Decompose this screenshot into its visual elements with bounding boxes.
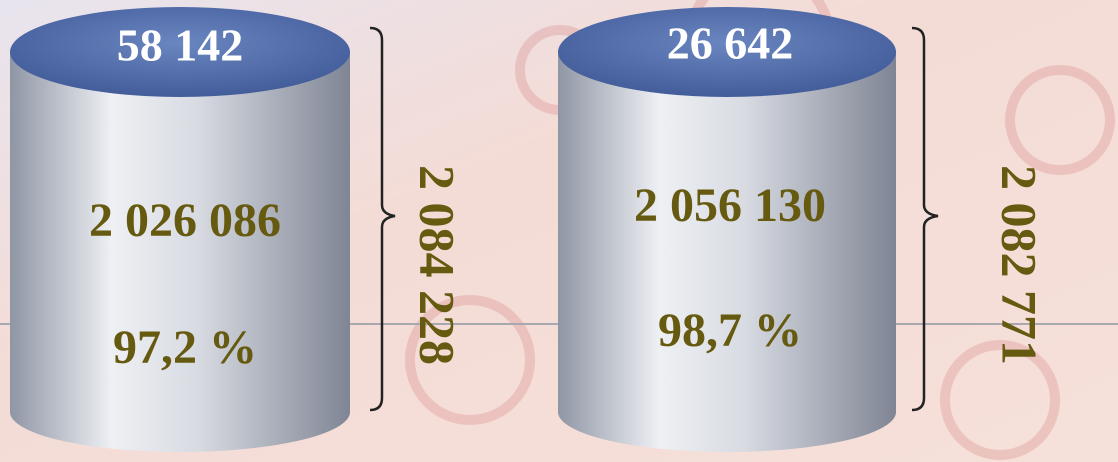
cylinder-body <box>10 52 350 452</box>
top-value: 58 142 <box>117 20 244 71</box>
cylinder: 26 642 2 056 130 98,7 % 2 082 771 <box>558 7 1048 452</box>
middle-value: 2 026 086 <box>89 194 281 247</box>
total: 2 084 228 <box>410 165 466 365</box>
total: 2 082 771 <box>992 165 1048 365</box>
top-value: 26 642 <box>667 18 794 69</box>
cylinder: 58 142 2 026 086 97,2 % 2 084 228 <box>10 7 466 452</box>
brace <box>369 26 396 412</box>
percent: 97,2 % <box>113 321 257 374</box>
percent: 98,7 % <box>658 304 802 357</box>
cylinder-body <box>558 52 896 452</box>
cylinder-top <box>10 7 350 97</box>
middle-value: 2 056 130 <box>634 179 826 232</box>
brace <box>911 26 939 412</box>
cylinder-top <box>558 7 896 97</box>
